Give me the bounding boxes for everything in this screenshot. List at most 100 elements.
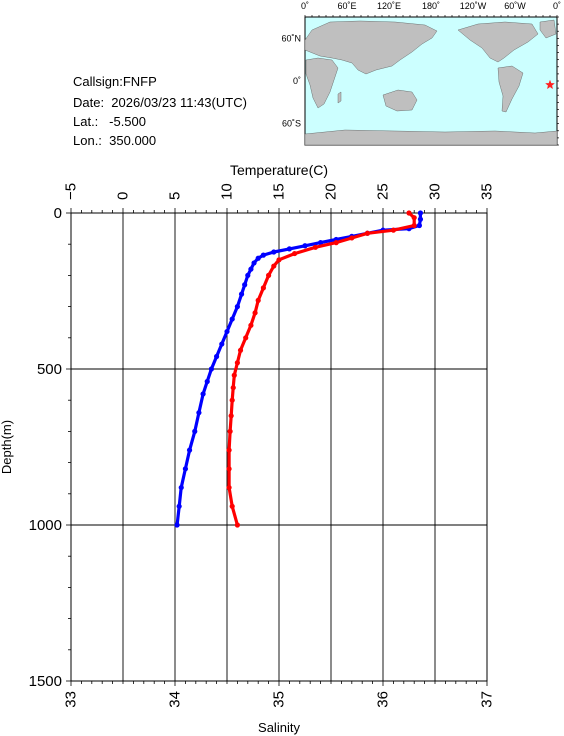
temperature-data-point: [245, 272, 251, 278]
salinity-data-point: [364, 230, 370, 236]
temperature-data-point: [186, 447, 193, 453]
temperature-tick-label: 0: [115, 192, 132, 200]
map-longitude-label: 60˚W: [504, 1, 526, 11]
salinity-data-point: [248, 322, 254, 328]
salinity-data-point: [226, 447, 232, 453]
salinity-data-point: [276, 257, 282, 263]
temperature-tick-label: 20: [323, 183, 340, 200]
depth-tick-label: 0: [54, 205, 62, 222]
salinity-data-point: [271, 263, 277, 269]
temperature-data-point: [251, 260, 257, 266]
madagascar-land: [337, 91, 342, 104]
latitude-label: Lat.: -5.500: [73, 114, 146, 129]
station-star-icon: [545, 79, 555, 90]
data-series: [174, 210, 424, 528]
temperature-axis: −5 0 5 10 15 20 25 30 35: [63, 183, 496, 213]
temperature-data-point: [248, 266, 254, 272]
greenland-land: [539, 19, 557, 39]
date-label: Date: 2026/03/23 11:43(UTC): [73, 95, 247, 110]
salinity-data-point: [226, 484, 232, 491]
salinity-data-point: [228, 413, 234, 419]
map-latitude-label: 0˚: [293, 76, 301, 86]
temperature-data-point: [238, 291, 245, 297]
depth-tick-label: 1500: [29, 673, 62, 690]
world-map: 0˚ 60˚E 120˚E 180˚ 120˚W 60˚W 0˚ 60˚N 0˚ 60˚S: [281, 1, 561, 146]
temperature-tick-label: 35: [479, 183, 496, 200]
eurasia-land: [304, 20, 438, 75]
africa-land: [305, 57, 339, 109]
map-longitude-label: 60˚E: [337, 1, 356, 11]
temperature-data-point: [271, 249, 277, 255]
temperature-data-point: [196, 410, 202, 416]
salinity-data-point: [231, 372, 237, 378]
salinity-data-point: [390, 227, 396, 233]
map-longitude-label: 120˚E: [377, 1, 401, 11]
temperature-data-point: [416, 222, 422, 229]
salinity-data-point: [234, 522, 240, 528]
temperature-data-point: [192, 428, 198, 434]
temperature-data-point: [229, 316, 235, 322]
temperature-data-point: [255, 255, 261, 261]
salinity-data-point: [234, 360, 240, 366]
depth-axis-title: Depth(m): [0, 420, 14, 474]
temperature-data-point: [224, 328, 230, 335]
temperature-data-point: [178, 484, 184, 491]
temperature-data-point: [302, 243, 308, 249]
map-longitude-label: 0˚: [301, 1, 309, 11]
temperature-tick-label: 25: [375, 183, 392, 200]
map-longitude-label: 0˚: [553, 1, 561, 11]
depth-tick-label: 500: [37, 361, 62, 378]
salinity-data-point: [229, 397, 235, 403]
salinity-data-point: [243, 335, 249, 341]
salinity-tick-label: 35: [271, 691, 288, 708]
temperature-data-point: [234, 304, 240, 310]
south-america-land: [497, 65, 524, 113]
salinity-data-point: [312, 244, 318, 250]
salinity-data-point: [260, 285, 266, 291]
map-axis-labels: 0˚ 60˚E 120˚E 180˚ 120˚W 60˚W 0˚ 60˚N 0˚ 60˚S: [281, 1, 561, 129]
temperature-data-point: [176, 503, 182, 509]
chart-grid: [71, 213, 487, 681]
map-latitude-label: 60˚S: [282, 119, 301, 129]
temperature-data-point: [242, 282, 248, 288]
salinity-data-point: [230, 385, 236, 391]
temperature-data-point: [200, 391, 206, 397]
salinity-axis: 33 34 35 36 37: [63, 681, 496, 708]
salinity-data-point: [266, 272, 272, 278]
temperature-data-point: [260, 252, 266, 258]
salinity-data-point: [229, 503, 235, 509]
temperature-axis-title: Temperature(C): [230, 162, 328, 178]
salinity-data-point: [411, 215, 417, 221]
temperature-data-point: [214, 353, 220, 360]
temperature-tick-label: 30: [427, 183, 444, 200]
temperature-data-point: [182, 466, 188, 472]
salinity-tick-label: 34: [167, 691, 184, 708]
temperature-tick-label: −5: [63, 183, 80, 200]
salinity-axis-title: Salinity: [258, 720, 300, 735]
map-latitude-label: 60˚N: [281, 33, 301, 43]
temperature-data-point: [417, 210, 424, 216]
map-longitude-label: 180˚: [422, 1, 440, 11]
temperature-data-point: [219, 341, 225, 347]
temperature-data-point: [286, 246, 292, 252]
australia-land: [382, 89, 418, 112]
temperature-data-point: [208, 366, 214, 372]
temperature-tick-label: 10: [219, 183, 236, 200]
salinity-data-point: [226, 466, 232, 472]
salinity-data-point: [292, 250, 298, 257]
salinity-data-point: [411, 222, 417, 229]
salinity-tick-label: 36: [375, 691, 392, 708]
temperature-tick-label: 5: [167, 192, 184, 200]
salinity-data-point: [349, 235, 355, 241]
salinity-data-point: [237, 347, 244, 353]
depth-axis: 0 500 1000 1500: [29, 205, 71, 690]
salinity-tick-label: 37: [479, 691, 496, 708]
map-landmasses: [304, 19, 558, 146]
temperature-data-point: [174, 522, 180, 528]
salinity-tick-label: 33: [63, 691, 80, 708]
salinity-data-point: [406, 210, 412, 216]
temperature-data-point: [318, 240, 324, 246]
map-axis-ticks: [304, 15, 559, 146]
map-longitude-label: 120˚W: [460, 1, 487, 11]
